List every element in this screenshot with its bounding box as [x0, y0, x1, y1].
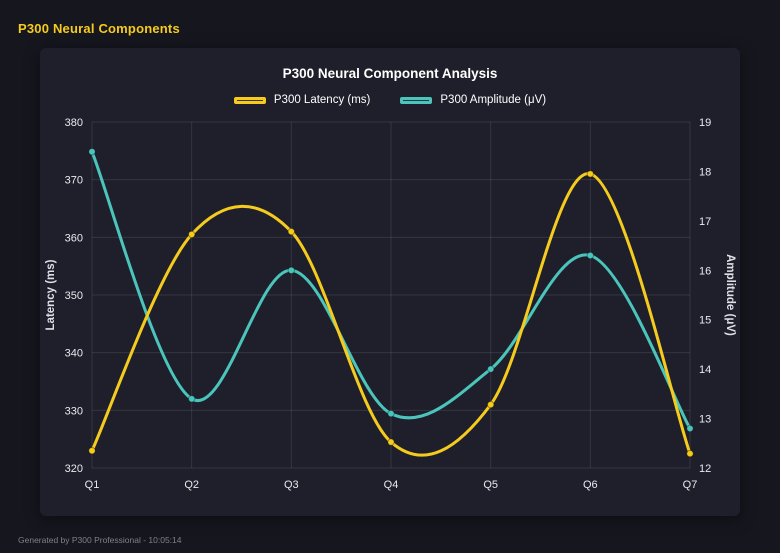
- data-point[interactable]: [88, 148, 96, 156]
- data-point[interactable]: [188, 230, 196, 239]
- left-axis-tick-label: 320: [65, 463, 83, 475]
- x-axis-tick-label: Q7: [683, 479, 698, 491]
- right-axis-tick-label: 16: [699, 265, 711, 277]
- data-point[interactable]: [287, 266, 296, 275]
- data-point[interactable]: [387, 409, 395, 418]
- data-point[interactable]: [387, 438, 395, 446]
- data-point[interactable]: [188, 395, 196, 403]
- x-axis-tick-label: Q3: [284, 479, 299, 491]
- legend-swatch: [233, 96, 266, 104]
- right-axis-tick-label: 13: [699, 414, 711, 426]
- right-axis-title: Amplitude (μV): [724, 254, 736, 336]
- x-axis-tick-label: Q6: [583, 479, 598, 491]
- line-chart: 320 330 340 350 360 370 380 12 13 14 15 16 17 18 19 Q1 Q…: [45, 117, 736, 491]
- legend-item[interactable]: P300 Latency (ms): [233, 94, 371, 106]
- legend-label: P300 Latency (ms): [273, 94, 371, 106]
- data-point[interactable]: [686, 424, 694, 433]
- x-axis-tick-label: Q4: [384, 479, 399, 491]
- left-axis-tick-label: 380: [65, 117, 83, 129]
- app-title: P300 Neural Components: [18, 21, 180, 36]
- data-point[interactable]: [686, 449, 694, 458]
- footer-note: Generated by P300 Professional - 10:05:1…: [18, 535, 182, 545]
- data-point[interactable]: [586, 251, 594, 260]
- right-axis-tick-label: 17: [699, 216, 711, 228]
- x-axis-tick-label: Q2: [184, 479, 199, 491]
- left-axis-tick-label: 350: [65, 290, 83, 302]
- left-axis-tick-label: 340: [65, 348, 83, 360]
- left-axis-tick-label: 370: [65, 175, 83, 187]
- left-axis-title: Latency (ms): [45, 259, 57, 330]
- data-point[interactable]: [487, 365, 495, 373]
- right-axis-tick-label: 12: [699, 463, 711, 475]
- x-axis-tick-label: Q1: [85, 479, 100, 491]
- right-axis-tick-label: 18: [699, 166, 711, 178]
- legend-item[interactable]: P300 Amplitude (μV): [400, 94, 546, 106]
- data-point[interactable]: [586, 170, 594, 178]
- left-axis-tick-label: 360: [65, 232, 83, 244]
- right-axis-tick-label: 14: [699, 364, 711, 376]
- data-point[interactable]: [287, 227, 296, 236]
- x-axis-tick-label: Q5: [483, 479, 498, 491]
- right-axis-tick-label: 19: [699, 117, 711, 129]
- right-axis-tick-label: 15: [699, 315, 711, 327]
- chart-panel: P300 Neural Component Analysis P300 Late…: [40, 48, 740, 516]
- legend-swatch: [400, 96, 433, 104]
- data-point[interactable]: [487, 400, 495, 409]
- legend-label: P300 Amplitude (μV): [440, 94, 547, 106]
- data-point[interactable]: [88, 447, 96, 455]
- left-axis-tick-label: 330: [65, 405, 83, 417]
- chart-legend: P300 Latency (ms) P300 Amplitude (μV): [40, 94, 740, 106]
- chart-title: P300 Neural Component Analysis: [282, 66, 498, 81]
